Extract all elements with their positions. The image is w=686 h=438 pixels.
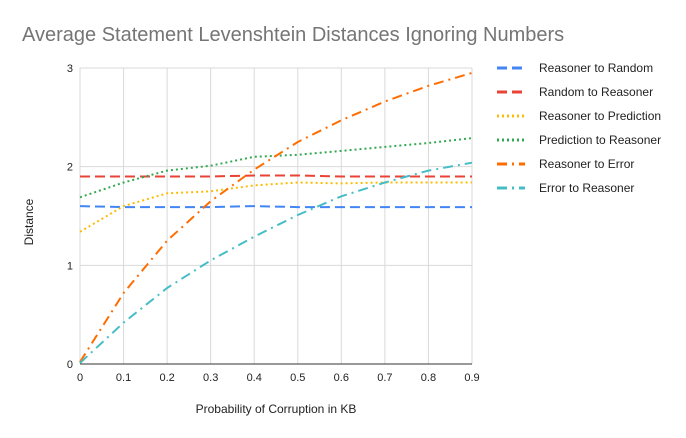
y-tick-label: 1 (67, 260, 73, 272)
x-tick-label: 0.3 (203, 372, 218, 384)
x-tick-label: 0 (77, 372, 83, 384)
x-tick-label: 0.2 (159, 372, 174, 384)
legend: Reasoner to Random Random to Reasoner Reas… (497, 61, 661, 195)
legend-label: Random to Reasoner (539, 85, 653, 99)
x-tick-label: 0.5 (290, 372, 305, 384)
x-tick-label: 0.9 (464, 372, 479, 384)
legend-label: Reasoner to Prediction (539, 109, 661, 123)
legend-item: Reasoner to Prediction (497, 109, 661, 123)
legend-label: Reasoner to Error (539, 157, 634, 171)
legend-item: Error to Reasoner (497, 181, 634, 195)
x-tick-label: 0.1 (116, 372, 131, 384)
series-line-error-to-reasoner (79, 161, 473, 364)
series-line-reasoner-to-error (79, 71, 473, 363)
x-axis-label: Probability of Corruption in KB (196, 402, 357, 416)
y-axis-label: Distance (22, 198, 36, 245)
y-tick-label: 2 (67, 162, 73, 174)
series-line-reasoner-to-prediction (79, 181, 472, 233)
series-line-reasoner-to-random (79, 205, 472, 209)
legend-item: Reasoner to Error (497, 157, 634, 171)
x-axis-ticks: 0 0.1 0.2 0.3 0.4 0.5 0.6 0.7 0.8 0.9 (77, 372, 480, 384)
legend-label: Error to Reasoner (539, 181, 634, 195)
gridlines (79, 67, 473, 365)
series-lines (79, 71, 473, 364)
x-tick-label: 0.8 (421, 372, 436, 384)
y-tick-label: 0 (67, 359, 73, 371)
x-tick-label: 0.7 (377, 372, 392, 384)
legend-item: Reasoner to Random (497, 61, 653, 75)
x-tick-label: 0.6 (334, 372, 349, 384)
y-axis-ticks: 0 1 2 3 (67, 63, 73, 371)
legend-item: Prediction to Reasoner (497, 133, 661, 147)
x-tick-label: 0.4 (247, 372, 262, 384)
series-line-random-to-reasoner (80, 174, 472, 178)
legend-label: Prediction to Reasoner (539, 133, 661, 147)
legend-label: Reasoner to Random (539, 61, 653, 75)
chart-title: Average Statement Levenshtein Distances … (22, 24, 564, 46)
y-tick-label: 3 (67, 63, 73, 75)
legend-item: Random to Reasoner (497, 85, 653, 99)
